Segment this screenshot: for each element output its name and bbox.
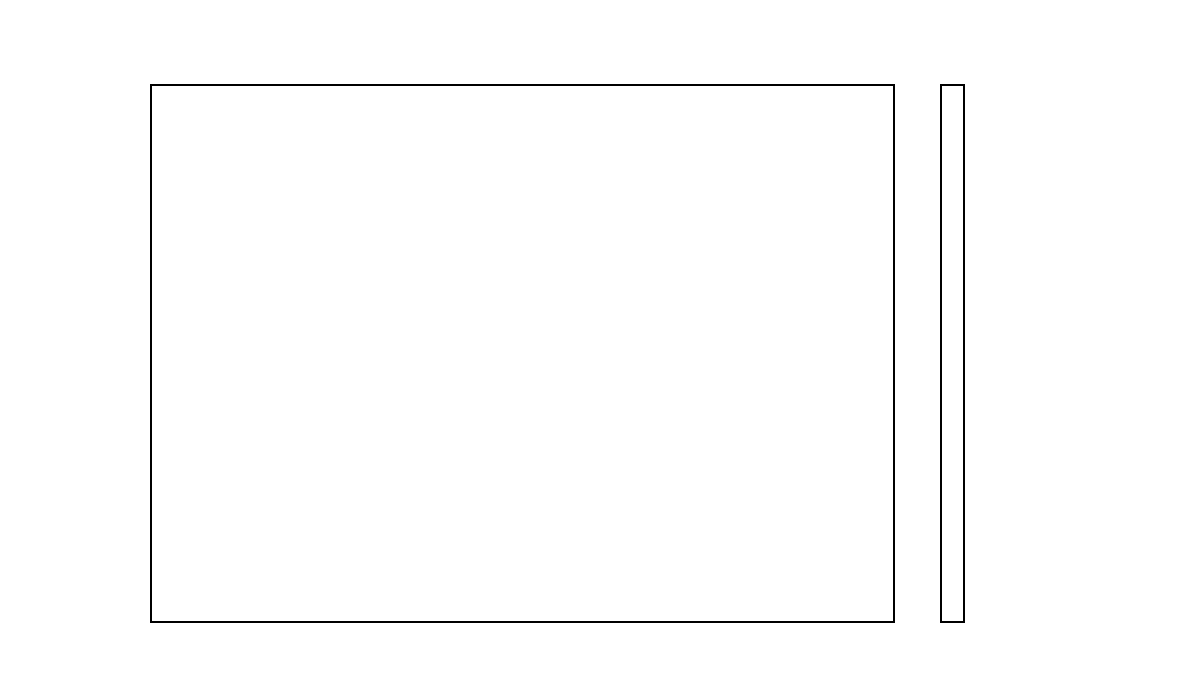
plot-title — [150, 40, 895, 78]
plot-area — [150, 84, 895, 623]
heatmap-canvas — [152, 86, 893, 621]
colorbar — [940, 84, 965, 623]
colorbar-canvas — [942, 86, 963, 621]
